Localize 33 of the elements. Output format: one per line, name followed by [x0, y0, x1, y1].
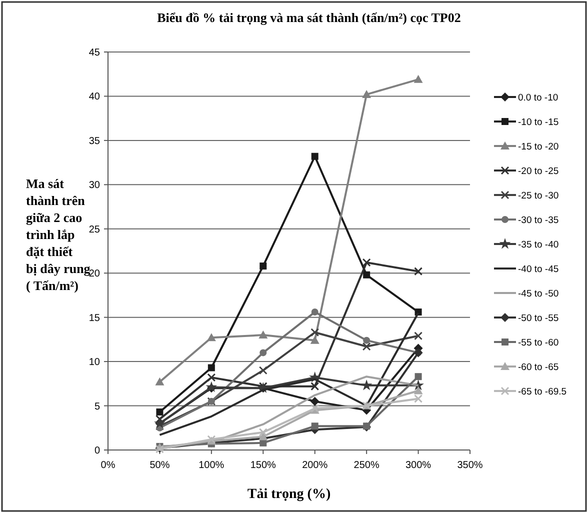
x-tick-label: 350% — [457, 460, 483, 471]
legend-label: 0.0 to -10 — [518, 92, 558, 104]
y-tick-label: 30 — [88, 180, 100, 192]
legend-label: -50 to -55 — [518, 313, 559, 324]
legend-label: -10 to -15 — [518, 117, 559, 128]
x-tick-label: 300% — [405, 460, 432, 471]
legend-label: -45 to -50 — [518, 288, 559, 300]
y-tick-label: 15 — [88, 312, 100, 324]
y-tick-label: 10 — [88, 357, 100, 368]
x-tick-label: 100% — [198, 460, 224, 471]
legend-label: -15 to -20 — [518, 142, 559, 152]
legend-label: -25 to -30 — [518, 190, 559, 202]
y-tick-label: 25 — [88, 224, 100, 236]
legend-label: -65 to -69.5 — [518, 386, 567, 398]
x-tick-label: 150% — [250, 460, 276, 471]
x-tick-label: 50% — [150, 460, 170, 471]
legend-label: -20 to -25 — [518, 166, 559, 177]
y-tick-label: 0 — [94, 446, 100, 456]
legend-label: -30 to -35 — [518, 215, 559, 226]
x-tick-label: 200% — [302, 460, 328, 471]
legend-label: -60 to -65 — [518, 362, 559, 373]
legend-label: -40 to -45 — [518, 264, 559, 275]
y-tick-label: 5 — [94, 401, 100, 412]
x-axis-title: Tải trọng (%) — [247, 487, 331, 502]
y-tick-label: 45 — [88, 48, 100, 58]
legend-label: -55 to -60 — [518, 338, 559, 348]
y-tick-label: 20 — [88, 268, 100, 280]
legend-label: -35 to -40 — [518, 240, 559, 250]
chart-title: Biểu đồ % tải trọng và ma sát thành (tấn/m²) cọc TP02 — [157, 10, 461, 25]
y-tick-label: 35 — [88, 136, 100, 147]
y-tick-label: 40 — [88, 92, 100, 103]
x-tick-label: 0% — [100, 460, 116, 471]
x-tick-label: 250% — [354, 460, 380, 471]
